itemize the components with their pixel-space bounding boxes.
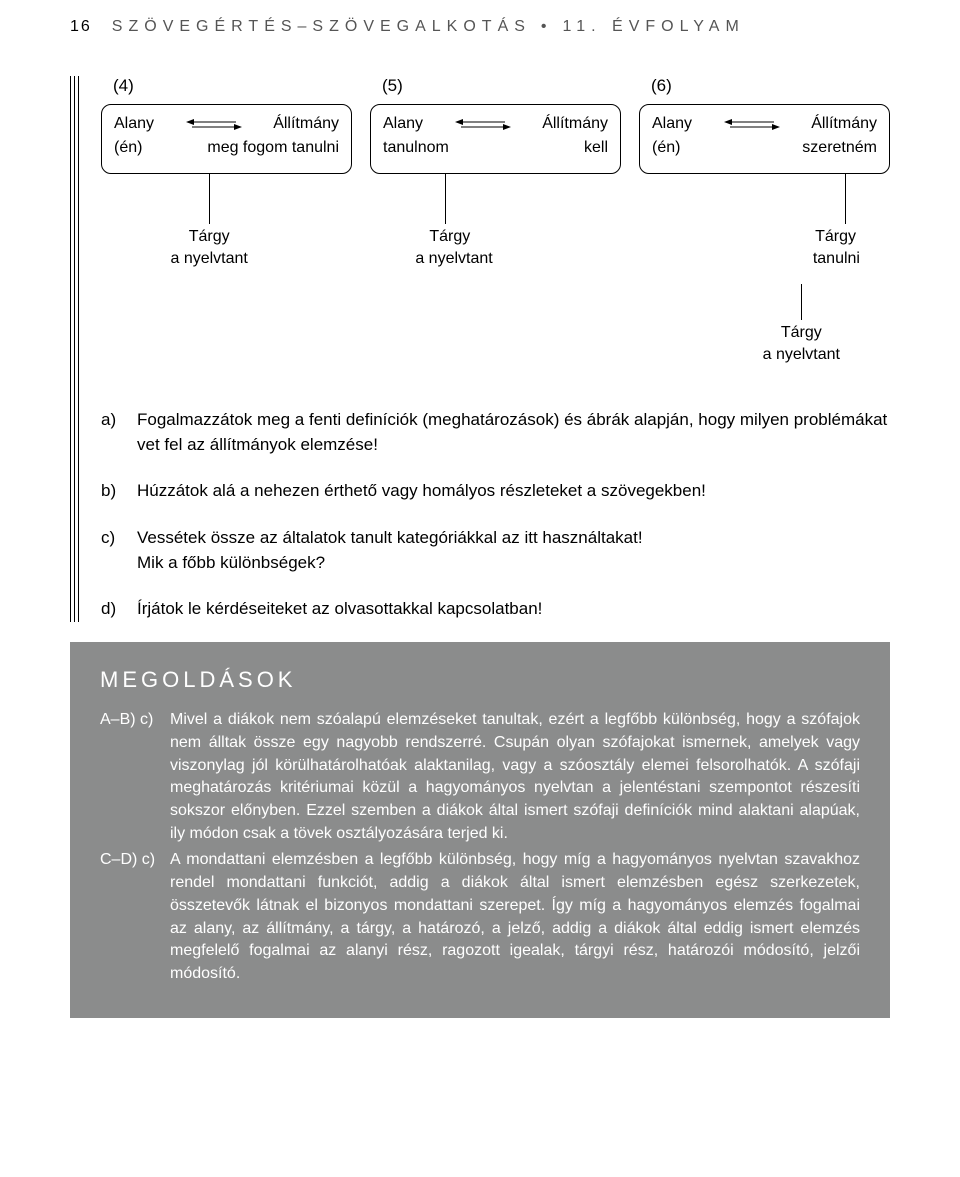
task-text: Írjátok le kérdéseiteket az olvasottakka…	[137, 597, 890, 622]
task-text: Fogalmazzátok meg a fenti definíciók (me…	[137, 408, 890, 457]
page-header: 16 SZÖVEGÉRTÉS–SZÖVEGALKOTÁS • 11. ÉVFOL…	[70, 18, 890, 36]
node-targy: Tárgy	[189, 228, 230, 246]
diagram-6: (6) Alany Állítmány	[639, 76, 890, 174]
solutions-box: MEGOLDÁSOK A–B) c) Mivel a diákok nem sz…	[70, 642, 890, 1018]
diagram-number: (6)	[639, 76, 890, 96]
node-targy: Tárgy	[781, 324, 822, 342]
exercise-block: (4) Alany Állítmány	[70, 76, 890, 622]
node-kell: kell	[584, 139, 608, 157]
solution-item: A–B) c) Mivel a diákok nem szóalapú elem…	[100, 709, 860, 845]
node-alany: Alany	[383, 115, 423, 133]
node-szeretnem: szeretném	[802, 139, 877, 157]
node-value: tanulni	[813, 250, 860, 268]
node-value: a nyelvtant	[170, 250, 247, 268]
task-label: a)	[101, 408, 125, 457]
header-grade: 11. ÉVFOLYAM	[563, 18, 745, 36]
task-text: Vessétek össze az általatok tanult kateg…	[137, 526, 890, 575]
node-alany: Alany	[114, 115, 154, 133]
double-arrow-icon	[724, 117, 780, 131]
diagram-chains: Tárgy a nyelvtant Tárgy a nyelvtant Tárg…	[101, 214, 890, 268]
task-c: c) Vessétek össze az általatok tanult ka…	[101, 526, 890, 575]
solution-label: A–B) c)	[100, 709, 164, 845]
node-targy: Tárgy	[815, 228, 856, 246]
diagram-5: (5) Alany Állítmány	[370, 76, 621, 174]
node-tanulnom: tanulnom	[383, 139, 449, 157]
solution-text: Mivel a diákok nem szóalapú elemzéseket …	[170, 709, 860, 845]
diagrams-row: (4) Alany Állítmány	[101, 76, 890, 174]
header-title: SZÖVEGÉRTÉS–SZÖVEGALKOTÁS	[112, 18, 531, 36]
chain-6: Tárgy tanulni	[650, 214, 890, 268]
task-a: a) Fogalmazzátok meg a fenti definíciók …	[101, 408, 890, 457]
task-label: d)	[101, 597, 125, 622]
connector-line	[209, 174, 210, 224]
node-allitmany: Állítmány	[811, 115, 877, 133]
double-arrow-icon	[455, 117, 511, 131]
diagram-number: (4)	[101, 76, 352, 96]
task-label: c)	[101, 526, 125, 575]
node-alany: Alany	[652, 115, 692, 133]
diagram-box: Alany Állítmány (én)	[639, 104, 890, 174]
chain-4: Tárgy a nyelvtant	[101, 214, 377, 268]
page-number: 16	[70, 18, 92, 36]
task-label: b)	[101, 479, 125, 504]
solutions-title: MEGOLDÁSOK	[100, 664, 860, 695]
connector-line	[801, 284, 802, 320]
solution-label: C–D) c)	[100, 849, 164, 985]
diagram-box: Alany Állítmány tanulnom	[370, 104, 621, 174]
node-allitmany: Állítmány	[542, 115, 608, 133]
diagram-4: (4) Alany Állítmány	[101, 76, 352, 174]
task-list: a) Fogalmazzátok meg a fenti definíciók …	[101, 408, 890, 622]
chain-6-level2: Tárgy a nyelvtant	[101, 278, 890, 364]
task-b: b) Húzzátok alá a nehezen érthető vagy h…	[101, 479, 890, 504]
task-d: d) Írjátok le kérdéseiteket az olvasotta…	[101, 597, 890, 622]
task-line2: Mik a főbb különbségek?	[137, 551, 890, 576]
connector-line	[845, 174, 846, 224]
node-predicate: meg fogom tanulni	[207, 139, 339, 157]
node-targy: Tárgy	[429, 228, 470, 246]
node-en: (én)	[652, 139, 680, 157]
header-bullet: •	[541, 18, 553, 36]
node-value: a nyelvtant	[415, 250, 492, 268]
task-line1: Vessétek össze az általatok tanult kateg…	[137, 526, 890, 551]
node-allitmany: Állítmány	[273, 115, 339, 133]
task-text: Húzzátok alá a nehezen érthető vagy homá…	[137, 479, 890, 504]
diagram-number: (5)	[370, 76, 621, 96]
diagram-box: Alany Állítmány (én)	[101, 104, 352, 174]
connector-line	[445, 174, 446, 224]
chain-5: Tárgy a nyelvtant	[395, 214, 631, 268]
node-en: (én)	[114, 139, 142, 157]
node-value: a nyelvtant	[763, 346, 840, 364]
solution-item: C–D) c) A mondattani elemzésben a legfőb…	[100, 849, 860, 985]
solution-text: A mondattani elemzésben a legfőbb különb…	[170, 849, 860, 985]
double-arrow-icon	[186, 117, 242, 131]
